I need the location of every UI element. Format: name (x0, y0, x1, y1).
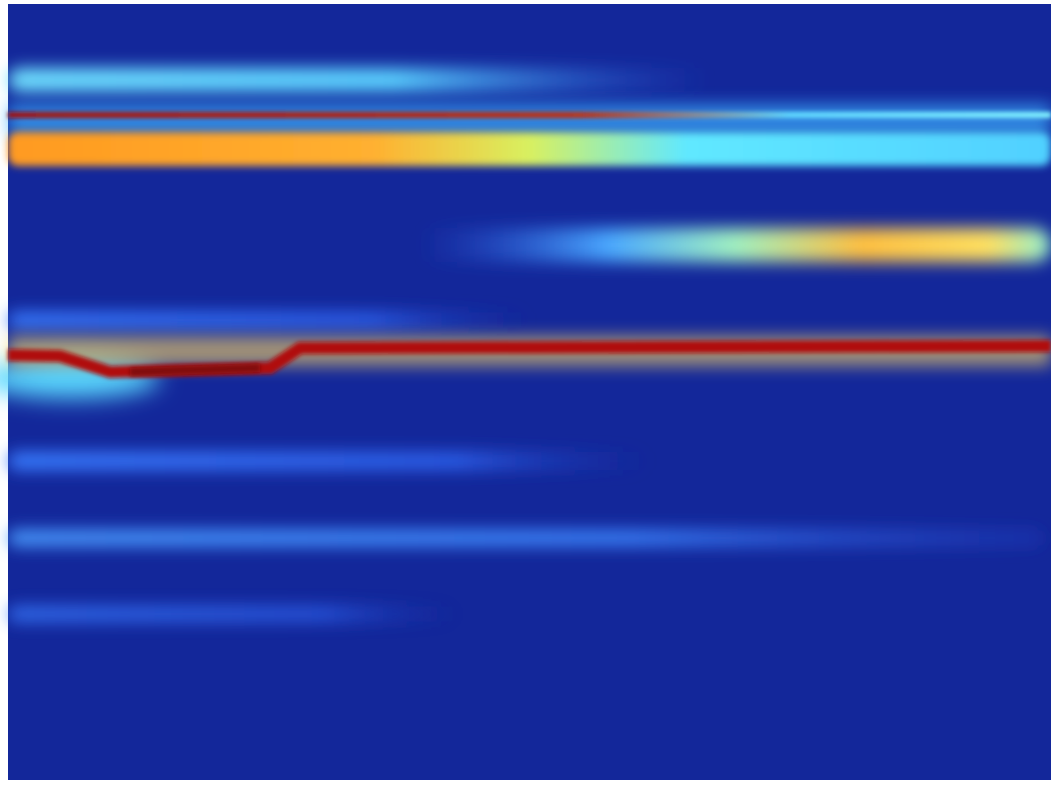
ridge-core (130, 368, 260, 372)
bands (0, 68, 1051, 622)
band (8, 68, 708, 92)
band (8, 132, 1051, 166)
band (8, 530, 1043, 546)
band-glow (8, 104, 1051, 136)
heatmap (0, 0, 1051, 786)
band (8, 606, 458, 622)
band (8, 452, 648, 470)
band (8, 312, 528, 328)
band (420, 228, 1051, 262)
band (8, 112, 1051, 118)
page (0, 0, 1051, 786)
